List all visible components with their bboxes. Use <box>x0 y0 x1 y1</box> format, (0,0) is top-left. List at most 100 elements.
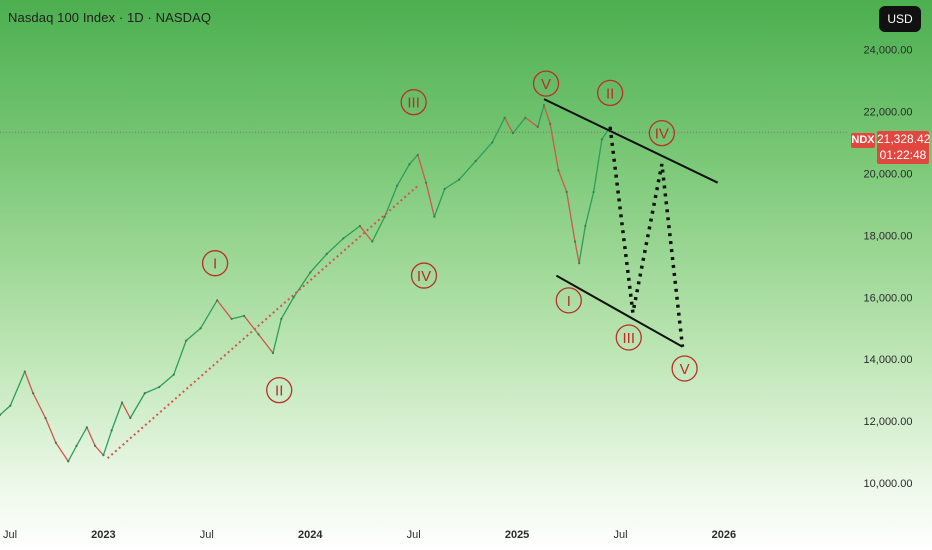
x-tick-label: Jul <box>613 529 627 541</box>
wave-label-ring <box>596 79 624 107</box>
wave-label-text: I <box>567 293 571 310</box>
price-point <box>578 262 581 265</box>
price-segment <box>537 105 545 128</box>
price-segment <box>9 371 26 406</box>
price-segment <box>444 179 460 190</box>
x-axis: Jul 2023 Jul 2024 Jul 2025 Jul 2026 <box>3 529 736 541</box>
price-point <box>110 429 113 432</box>
x-tick-label: 2025 <box>505 529 529 541</box>
wave-label-ring <box>648 119 676 147</box>
price-point <box>230 317 233 321</box>
price-point <box>511 132 515 135</box>
wave-label-text: II <box>606 85 614 102</box>
price-segment <box>396 163 411 187</box>
price-segment <box>216 299 233 320</box>
price-segment <box>359 225 373 242</box>
wave-label-ring <box>410 262 438 289</box>
price-segment <box>409 154 419 165</box>
y-tick-label: 20,000.00 <box>864 168 913 180</box>
price-segment <box>543 105 551 125</box>
price-segment <box>32 392 47 419</box>
price-segment <box>342 225 361 239</box>
price-point <box>491 141 494 144</box>
price-segment <box>417 154 427 183</box>
wave-label-text: III <box>623 330 636 347</box>
last-price-value: 21,328.42 <box>877 132 931 146</box>
y-tick-label: 10,000.00 <box>864 478 913 490</box>
wave-label-ring <box>266 376 293 404</box>
price-segment <box>86 427 96 447</box>
price-point <box>242 314 246 317</box>
price-segment <box>185 327 202 342</box>
price-point <box>158 385 161 389</box>
price-segment <box>121 402 131 419</box>
wave-label-ring <box>201 250 229 277</box>
wave-label-text: I <box>213 256 217 273</box>
wave-label-ring <box>615 324 642 351</box>
currency-button[interactable]: USD <box>879 6 921 32</box>
price-segment <box>584 191 595 227</box>
price-point <box>408 163 411 166</box>
price-segment <box>200 300 218 329</box>
wave-label-ring <box>400 89 427 116</box>
price-point <box>67 460 70 463</box>
price-point <box>536 125 539 129</box>
price-point <box>54 441 57 444</box>
price-point <box>433 215 436 218</box>
price-point <box>257 333 260 336</box>
drawing-tools <box>106 98 719 460</box>
x-tick-label: Jul <box>407 529 421 541</box>
price-point <box>383 215 386 218</box>
price-segment <box>144 386 160 394</box>
wave-label-text: IV <box>655 126 669 143</box>
wave-label-ring <box>555 287 582 314</box>
y-axis: 10,000.00 12,000.00 14,000.00 16,000.00 18,0… <box>864 45 913 490</box>
price-segment <box>243 315 260 335</box>
price-segment <box>258 334 274 354</box>
price-segment <box>0 405 11 416</box>
price-segment <box>111 402 123 431</box>
price-point <box>342 237 345 240</box>
channel-upper <box>543 98 719 184</box>
chart-title: Nasdaq 100 Index · 1D · NASDAQ <box>8 10 212 25</box>
price-segment <box>158 374 175 388</box>
price-point <box>458 178 461 181</box>
price-segment <box>371 216 386 242</box>
price-segment <box>129 392 146 419</box>
price-point <box>396 184 399 187</box>
price-point <box>524 116 527 119</box>
price-segment <box>566 191 576 242</box>
price-point <box>75 444 78 447</box>
price-segment <box>55 442 69 462</box>
price-segment <box>24 371 34 394</box>
y-tick-label: 18,000.00 <box>864 230 913 242</box>
price-segment <box>75 426 88 447</box>
price-point <box>102 454 105 457</box>
price-point <box>584 224 587 228</box>
price-segment <box>592 139 603 193</box>
price-segment <box>433 188 446 217</box>
price-segment <box>512 117 526 134</box>
price-segment <box>475 142 493 162</box>
wave-label-ring <box>532 70 560 97</box>
price-segment <box>173 340 187 375</box>
price-segment <box>231 315 245 320</box>
bar-countdown: 01:22:48 <box>879 148 927 162</box>
x-tick-label: 2023 <box>91 529 115 541</box>
y-tick-label: 16,000.00 <box>864 292 913 304</box>
price-point <box>565 190 568 194</box>
price-series <box>0 104 612 463</box>
x-tick-label: Jul <box>3 529 17 541</box>
price-segment <box>67 445 78 462</box>
price-point <box>424 181 428 184</box>
last-price-tag: 21,328.42 01:22:48 <box>877 131 931 164</box>
price-segment <box>309 253 328 273</box>
price-segment <box>524 117 539 128</box>
price-point <box>443 187 446 190</box>
price-point <box>271 351 275 355</box>
price-segment <box>578 225 586 264</box>
y-tick-label: 24,000.00 <box>864 45 913 57</box>
price-point <box>216 299 219 302</box>
